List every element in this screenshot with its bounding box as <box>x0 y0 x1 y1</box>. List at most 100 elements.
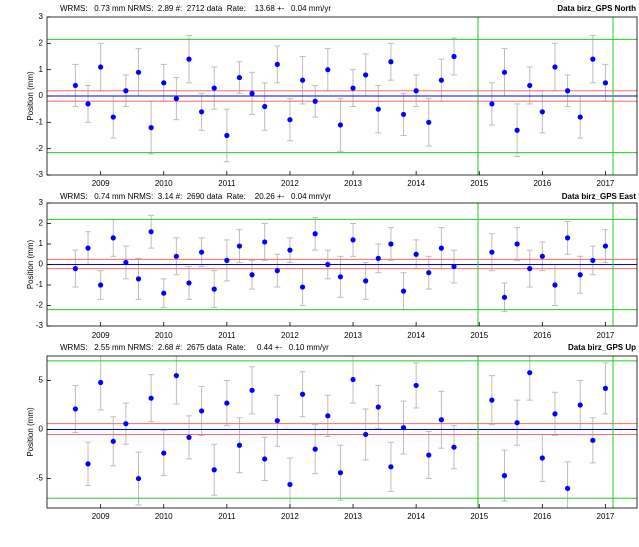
panel-stats: WRMS: 0.73 mm NRMS: 2.89 #: 2712 data Ra… <box>60 4 331 13</box>
data-point <box>363 431 369 438</box>
data-point <box>249 387 255 393</box>
plot-area <box>47 17 637 175</box>
data-point <box>489 249 495 255</box>
data-point <box>564 485 571 491</box>
data-point <box>98 64 104 70</box>
data-point <box>325 261 331 268</box>
data-point <box>198 109 205 115</box>
data-point <box>123 88 129 94</box>
x-tick-label: 2015 <box>470 331 488 340</box>
data-point <box>552 64 558 70</box>
data-point <box>123 259 129 266</box>
x-tick-label: 2011 <box>218 331 236 340</box>
data-point <box>337 274 344 280</box>
data-point <box>325 67 331 73</box>
x-tick-label: 2016 <box>533 179 551 188</box>
data-point <box>236 243 243 249</box>
data-point <box>564 88 571 94</box>
data-point <box>489 397 495 403</box>
data-point <box>363 72 369 78</box>
data-point <box>148 395 154 401</box>
data-point <box>438 77 444 83</box>
data-point <box>438 417 444 423</box>
data-point <box>552 411 558 417</box>
y-tick-label: 3 <box>39 198 44 207</box>
data-point <box>514 127 520 133</box>
data-point <box>426 270 432 276</box>
data-point <box>590 56 596 62</box>
x-tick-label: 2017 <box>597 331 615 340</box>
data-point <box>527 82 533 89</box>
data-point <box>426 452 432 458</box>
data-point <box>262 239 268 245</box>
x-tick-label: 2015 <box>470 512 488 521</box>
data-point <box>186 434 192 440</box>
x-tick-label: 2011 <box>218 179 236 188</box>
data-point <box>274 268 280 274</box>
x-tick-label: 2014 <box>407 179 425 188</box>
data-point <box>451 263 457 270</box>
data-point <box>527 266 533 272</box>
data-point <box>85 245 91 251</box>
panel-title: Data birz_GPS East <box>562 192 637 201</box>
x-tick-label: 2016 <box>533 331 551 340</box>
data-point <box>400 288 407 294</box>
data-point <box>539 109 545 115</box>
y-tick-label: 1 <box>39 239 44 248</box>
data-point <box>388 464 394 470</box>
y-axis-label: Position (mm) <box>26 71 35 121</box>
data-point <box>426 119 432 125</box>
data-point <box>388 59 394 65</box>
data-point <box>539 455 545 461</box>
x-tick-label: 2013 <box>344 512 362 521</box>
data-point <box>135 276 142 282</box>
data-point <box>602 243 609 249</box>
data-point <box>350 85 356 91</box>
x-tick-label: 2012 <box>281 179 299 188</box>
data-point <box>413 251 419 257</box>
data-point <box>312 446 318 452</box>
data-point <box>602 385 609 391</box>
data-point <box>527 370 533 376</box>
plot-area <box>47 203 637 326</box>
data-point <box>413 88 419 94</box>
data-point <box>135 475 142 482</box>
y-tick-label: -5 <box>36 474 44 483</box>
data-point <box>211 467 217 473</box>
x-tick-label: 2009 <box>92 179 110 188</box>
panel-stats: WRMS: 0.74 mm NRMS: 3.14 #: 2690 data Ra… <box>60 192 331 201</box>
data-point <box>249 90 255 96</box>
x-tick-label: 2017 <box>597 512 615 521</box>
data-point <box>72 406 78 412</box>
data-point <box>590 437 596 443</box>
data-point <box>198 249 205 255</box>
data-point <box>375 255 381 261</box>
data-point <box>514 241 520 247</box>
data-point <box>274 418 280 424</box>
data-point <box>110 114 116 120</box>
y-axis-label: Position (mm) <box>26 407 35 457</box>
data-point <box>236 442 243 448</box>
data-point <box>299 391 306 397</box>
data-point <box>262 103 268 110</box>
x-tick-label: 2016 <box>533 512 551 521</box>
x-tick-label: 2009 <box>92 512 110 521</box>
data-point <box>211 286 217 292</box>
data-point <box>400 111 407 118</box>
y-tick-label: 5 <box>39 376 44 385</box>
x-tick-label: 2014 <box>407 512 425 521</box>
data-point <box>186 280 192 286</box>
data-point <box>363 278 369 284</box>
data-point <box>375 106 381 112</box>
data-point <box>388 241 394 247</box>
plot-area <box>47 356 637 508</box>
data-point <box>249 272 255 278</box>
data-point <box>337 470 344 476</box>
data-point <box>72 82 78 89</box>
data-point <box>501 294 508 300</box>
data-point <box>161 290 167 296</box>
data-point <box>85 461 91 467</box>
data-point <box>590 257 596 263</box>
data-point <box>451 53 457 60</box>
